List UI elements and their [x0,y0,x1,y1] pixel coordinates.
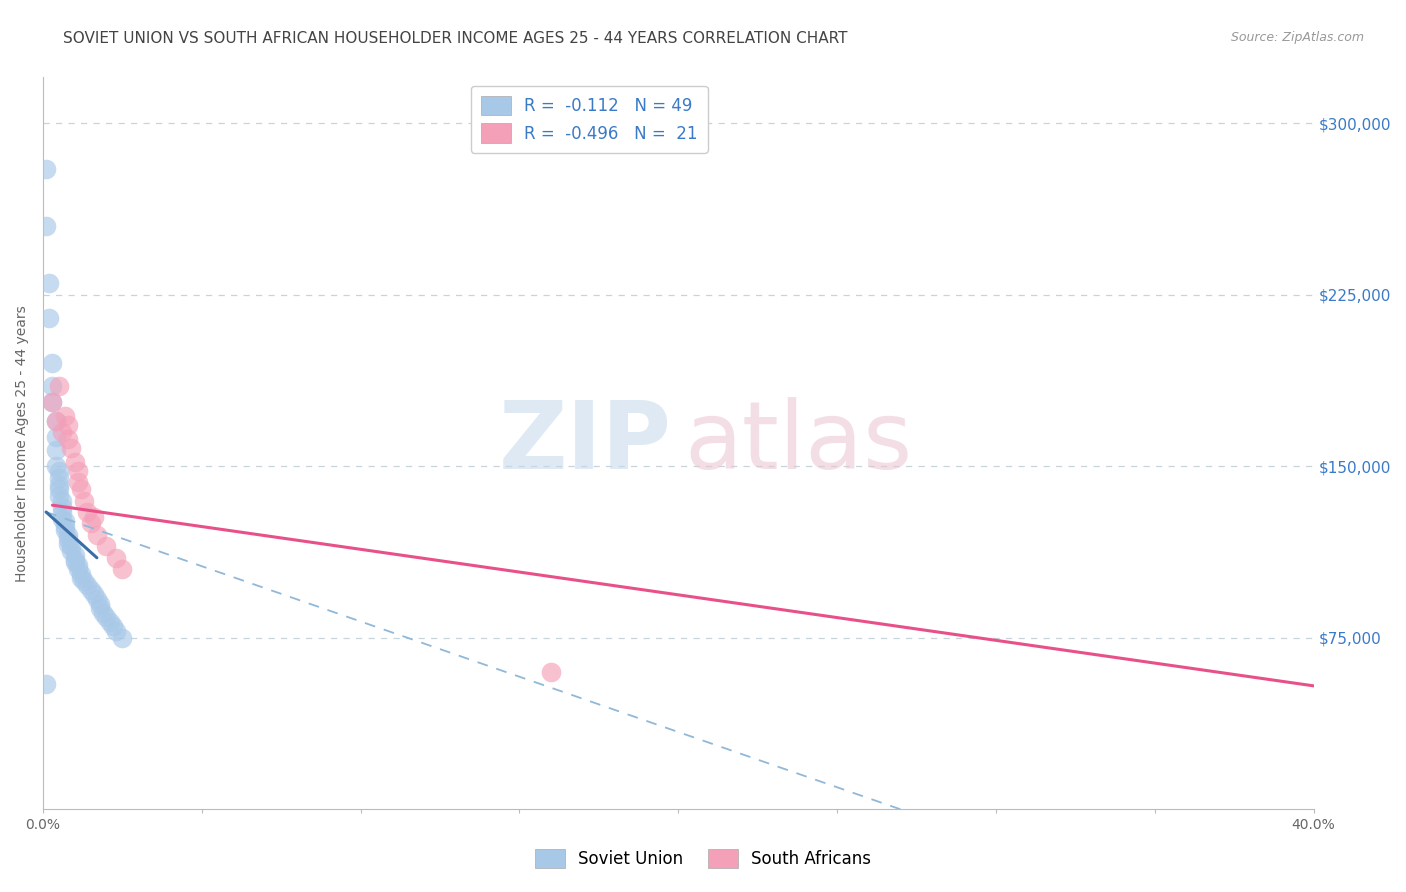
Point [48,477,70,491]
Point [60,544,83,558]
Point [73,574,96,588]
Point [63,455,86,469]
Point [58,537,80,551]
Point [48,379,70,393]
Point [53,524,76,538]
Point [96,610,118,624]
Point [96,539,118,553]
Point [48,471,70,485]
Point [53,409,76,423]
Legend: Soviet Union, South Africans: Soviet Union, South Africans [527,842,879,875]
Y-axis label: Householder Income Ages 25 - 44 years: Householder Income Ages 25 - 44 years [15,305,30,582]
Point [58,528,80,542]
Point [111,562,134,576]
Text: SOVIET UNION VS SOUTH AFRICAN HOUSEHOLDER INCOME AGES 25 - 44 YEARS CORRELATION : SOVIET UNION VS SOUTH AFRICAN HOUSEHOLDE… [63,31,848,46]
Point [41,356,63,370]
Point [60,539,83,553]
Point [51,425,73,439]
Point [98,615,121,629]
Point [38,277,60,291]
Point [104,550,127,565]
Point [35,219,58,233]
Point [41,395,63,409]
Point [35,676,58,690]
Legend: R =  -0.112   N = 49, R =  -0.496   N =  21: R = -0.112 N = 49, R = -0.496 N = 21 [471,86,707,153]
Point [45,429,67,443]
Point [79,582,101,597]
Point [45,413,67,427]
Point [48,464,70,478]
Point [51,505,73,519]
Point [70,482,93,496]
Point [76,578,98,592]
Point [104,624,127,638]
Point [58,533,80,547]
Point [66,562,89,576]
Point [86,528,108,542]
Point [76,505,98,519]
Point [66,475,89,490]
Point [79,516,101,531]
Point [41,379,63,393]
Point [89,597,111,611]
Point [86,591,108,606]
Point [51,512,73,526]
Point [41,395,63,409]
Point [48,482,70,496]
Point [66,464,89,478]
Point [53,518,76,533]
Point [89,601,111,615]
Point [63,549,86,563]
Point [63,553,86,567]
Point [58,418,80,433]
Point [83,587,105,601]
Point [45,413,67,427]
Text: Source: ZipAtlas.com: Source: ZipAtlas.com [1230,31,1364,45]
Point [66,558,89,572]
Point [51,493,73,508]
Point [48,489,70,503]
Point [70,571,93,585]
Point [540,665,562,680]
Point [70,566,93,581]
Point [53,514,76,528]
Point [58,432,80,446]
Text: ZIP: ZIP [499,398,672,490]
Point [60,441,83,455]
Point [51,500,73,515]
Text: atlas: atlas [685,398,912,490]
Point [111,631,134,645]
Point [63,555,86,569]
Point [38,310,60,325]
Point [35,161,58,176]
Point [91,606,114,620]
Point [101,619,124,633]
Point [45,459,67,474]
Point [73,493,96,508]
Point [83,509,105,524]
Point [45,443,67,458]
